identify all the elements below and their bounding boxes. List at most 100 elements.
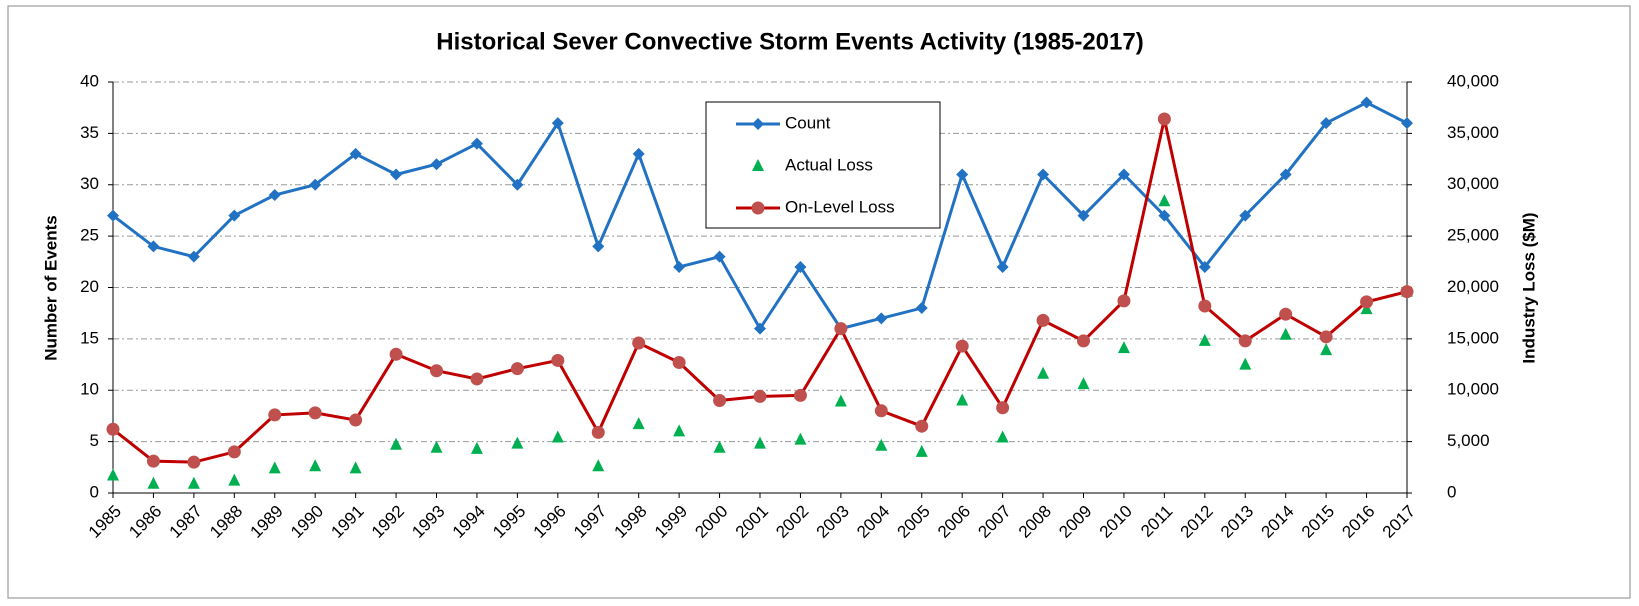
data-point [511,178,524,191]
data-point [794,260,807,273]
data-point [1198,299,1212,313]
y2-tick-label: 5,000 [1447,431,1490,450]
data-point [592,459,605,472]
data-point [107,468,119,481]
chart-frame [7,5,1631,599]
data-point [1279,327,1292,340]
y-tick-label: 35 [80,123,99,142]
data-point [349,413,363,427]
y-tick-label: 10 [80,380,99,399]
data-point [147,240,160,253]
data-point [1360,295,1374,309]
y2-tick-label: 30,000 [1447,174,1499,193]
legend-marker [752,159,764,171]
data-point [672,356,686,370]
data-point [389,347,403,361]
data-point [794,432,807,445]
data-point [1158,194,1171,207]
data-point [309,178,322,191]
y2-tick-label: 15,000 [1447,328,1499,347]
y2-tick-label: 20,000 [1447,277,1499,296]
data-point [308,406,322,420]
data-point [673,424,686,437]
data-point [349,147,362,160]
y2-axis-label: Industry Loss ($M) [1519,212,1538,363]
y-tick-label: 25 [80,226,99,245]
data-point [1320,343,1333,356]
data-point [632,147,645,160]
data-point [511,436,524,449]
data-point [430,440,443,453]
data-point [793,388,807,402]
y2-tick-label: 10,000 [1447,380,1499,399]
data-point [1319,330,1333,344]
data-point [1037,168,1050,181]
data-point [955,339,969,353]
y-tick-label: 30 [80,174,99,193]
data-point [187,250,200,263]
data-point [470,137,483,150]
data-point [349,461,362,474]
data-point [956,393,969,406]
data-point [106,422,120,436]
y-tick-label: 5 [90,431,99,450]
data-point [1360,96,1373,109]
data-point [1239,209,1252,222]
data-point [956,168,969,181]
data-point [1401,117,1413,130]
data-point [591,425,605,439]
data-point [470,441,483,454]
data-point [107,209,119,222]
data-point [754,322,766,335]
data-point [713,394,727,408]
y-tick-label: 15 [80,328,99,347]
data-point [754,436,766,449]
data-point [996,401,1010,415]
data-point [430,364,443,378]
legend-marker [751,201,765,215]
y2-tick-label: 35,000 [1447,123,1499,142]
data-point [309,459,322,472]
data-point [228,473,241,486]
data-point [996,260,1009,273]
data-point [874,404,888,418]
data-point [1077,377,1090,390]
data-point [551,353,565,367]
data-point [390,168,403,181]
chart-title: Historical Sever Convective Storm Events… [436,28,1143,55]
data-point [875,312,888,325]
data-point [834,322,848,336]
data-point [1077,209,1090,222]
data-point [1117,294,1131,308]
data-point [187,455,201,469]
data-point [713,440,726,453]
data-point [268,189,281,202]
data-point [834,394,847,407]
data-point [1117,168,1130,181]
data-point [551,430,564,443]
y2-tick-label: 25,000 [1447,226,1499,245]
data-point [430,158,443,171]
y-axis-label: Number of Events [41,215,60,360]
data-point [1157,112,1171,126]
legend-label: Count [785,113,831,132]
data-point [268,461,281,474]
data-point [592,240,605,253]
data-point [632,336,646,350]
data-point [187,476,200,489]
data-point [996,430,1009,443]
data-point [1279,307,1293,321]
data-point [915,419,929,433]
data-point [753,389,767,403]
data-point [915,302,928,315]
data-point [1198,333,1211,346]
data-point [147,476,160,489]
data-point [1239,357,1252,370]
data-point [510,362,524,376]
data-point [227,445,241,459]
y-tick-label: 20 [80,277,99,296]
data-point [1037,366,1050,379]
data-point [875,438,888,451]
data-point [470,372,484,386]
y-tick-label: 40 [80,71,99,90]
